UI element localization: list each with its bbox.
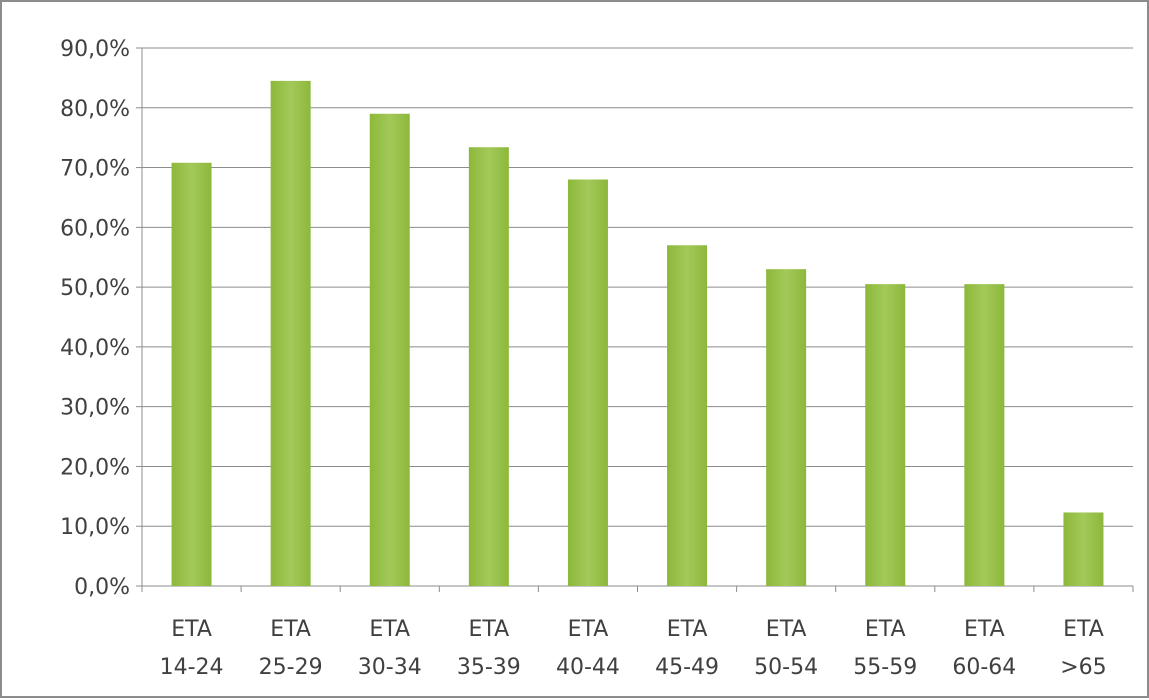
bar [667,245,708,586]
x-category-label: ETA [469,617,510,642]
x-category-label: >65 [1060,655,1106,680]
bar [567,179,608,586]
x-category-label: ETA [1063,617,1104,642]
x-category-label: ETA [171,617,212,642]
bar [171,162,212,587]
bar [1063,512,1104,586]
bar [468,147,509,586]
y-tick-label: 0,0% [74,575,130,600]
y-tick-label: 70,0% [60,157,130,182]
bar [865,284,906,586]
y-tick-label: 90,0% [60,37,130,62]
y-tick-label: 10,0% [60,515,130,540]
x-category-label: ETA [865,617,906,642]
y-tick-label: 80,0% [60,97,130,122]
x-category-label: 60-64 [952,655,1016,680]
bars [171,80,1104,587]
bar [270,80,311,586]
bar [964,284,1005,586]
x-category-label: 55-59 [853,655,917,680]
bar [766,269,807,586]
x-category-label: 35-39 [457,655,521,680]
y-tick-label: 30,0% [60,396,130,421]
x-category-label: ETA [369,617,410,642]
bar [369,113,410,586]
y-tick-label: 40,0% [60,336,130,361]
x-category-label: ETA [766,617,807,642]
x-category-label: 25-29 [259,655,323,680]
x-category-label: 40-44 [556,655,620,680]
y-tick-label: 60,0% [60,216,130,241]
x-category-label: 14-24 [160,655,224,680]
x-category-label: ETA [964,617,1005,642]
y-tick-labels: 0,0% 10,0% 20,0% 30,0% 40,0% 50,0% 60,0% 70,0% 8… [60,37,130,600]
x-category-label: 50-54 [754,655,818,680]
x-category-label: 45-49 [655,655,719,680]
x-category-labels: ETA 14-24 ETA 25-29 ETA 30-34 ETA 35-39 ETA 40-44… [160,617,1107,680]
x-category-label: 30-34 [358,655,422,680]
x-category-label: ETA [667,617,708,642]
x-category-label: ETA [270,617,311,642]
x-category-label: ETA [568,617,609,642]
y-tick-label: 50,0% [60,276,130,301]
y-tick-label: 20,0% [60,455,130,480]
